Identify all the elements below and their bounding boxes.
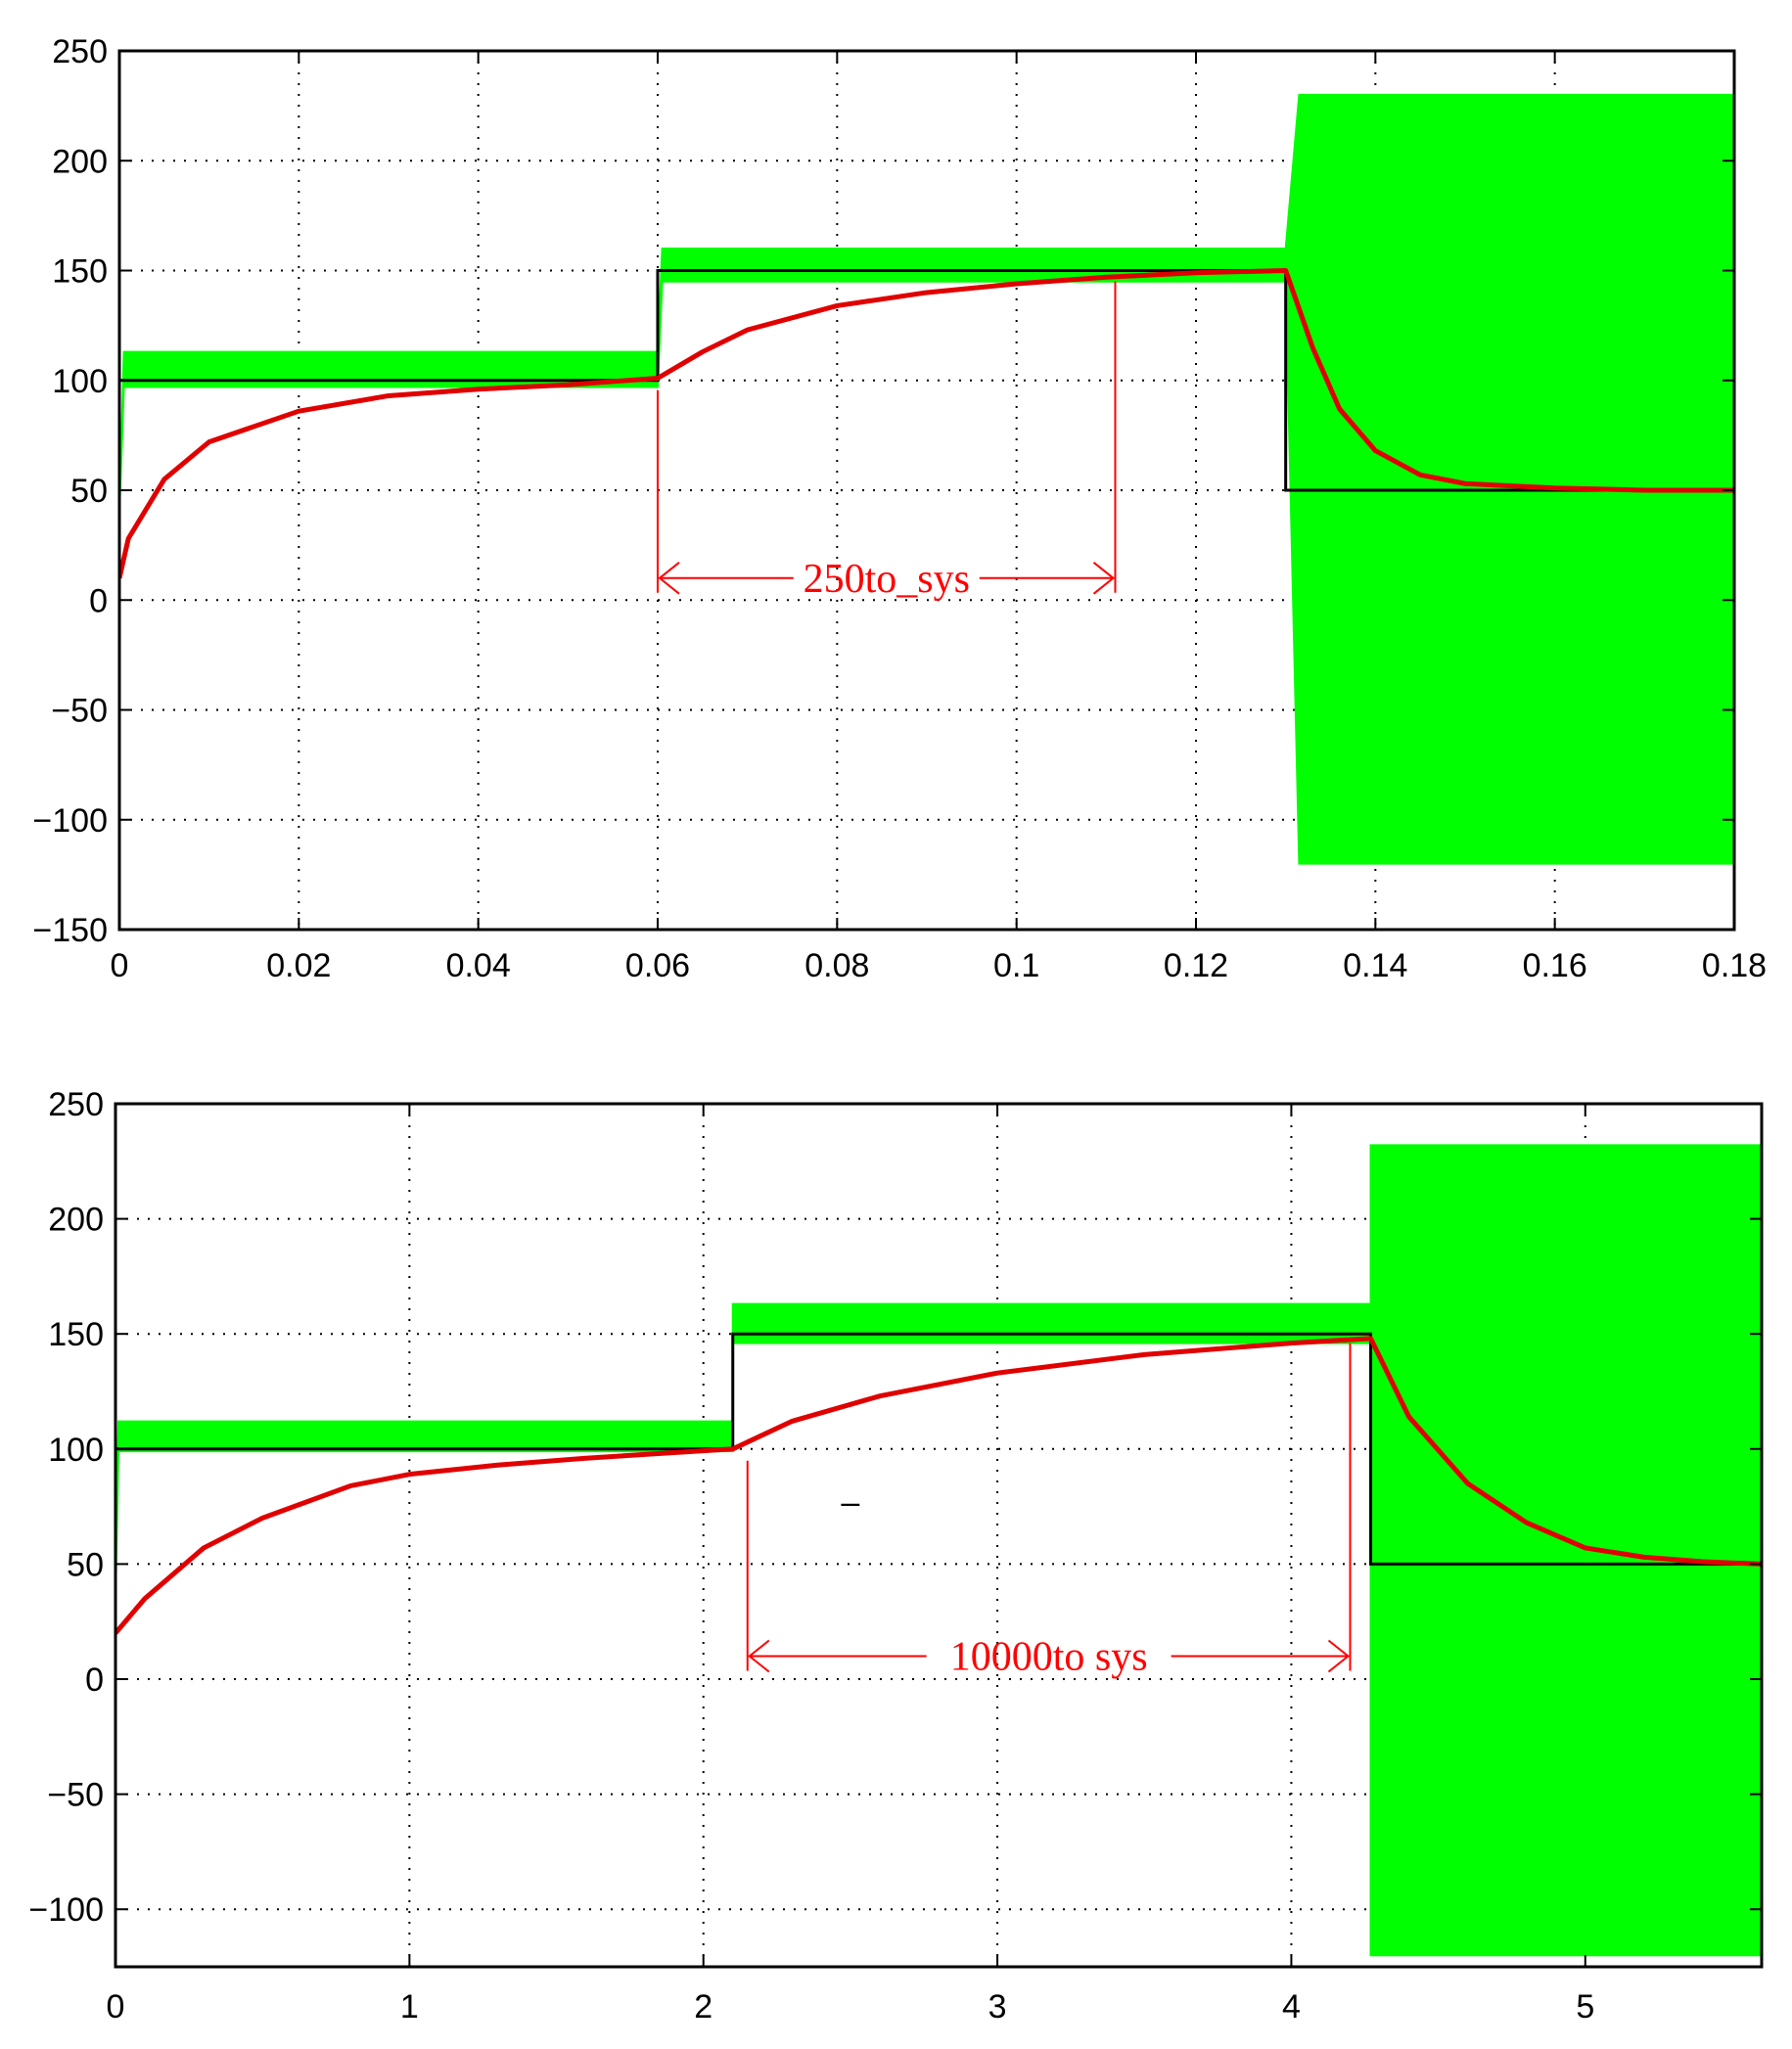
y-tick-label: 250 xyxy=(48,1086,104,1123)
x-tick-label: 4 xyxy=(1282,1988,1301,2026)
y-tick-label: 150 xyxy=(48,1316,104,1353)
x-tick-label: 0.04 xyxy=(446,947,511,984)
y-tick-label: 50 xyxy=(67,1546,104,1583)
x-tick-label: 2 xyxy=(694,1988,712,2026)
series-filtered-response xyxy=(119,268,1734,579)
series-reference-step xyxy=(115,1332,1762,1566)
x-tick-label: 0.14 xyxy=(1343,947,1407,984)
x-tick-label: 0.06 xyxy=(625,947,690,984)
x-tick-label: 0.18 xyxy=(1702,947,1767,984)
y-tick-label: −50 xyxy=(47,1777,104,1814)
y-tick-label: 250 xyxy=(52,33,108,70)
y-tick-label: 150 xyxy=(52,253,108,291)
y-tick-label: −100 xyxy=(28,1891,104,1929)
series-reference-step xyxy=(119,269,1734,492)
y-tick-label: 100 xyxy=(48,1432,104,1469)
y-tick-label: 200 xyxy=(48,1202,104,1239)
x-tick-label: 3 xyxy=(988,1988,1007,2026)
arrowhead-left xyxy=(658,562,680,595)
tick-labels: 0 0.02 0.04 0.06 0.08 0.1 0.12 0.14 0.16 0.182502… xyxy=(32,33,1767,984)
x-tick-label: 1 xyxy=(400,1988,419,2026)
y-tick-label: 200 xyxy=(52,143,108,180)
x-tick-label: 0 xyxy=(111,947,129,984)
y-tick-label: 100 xyxy=(52,363,108,400)
x-tick-label: 0.08 xyxy=(804,947,869,984)
annotation-group: 250to_sys xyxy=(657,281,1117,602)
y-tick-label: 50 xyxy=(70,473,108,510)
plot-content xyxy=(119,51,1734,930)
arrowhead-right xyxy=(1327,1639,1351,1673)
y-tick-label: 0 xyxy=(85,1662,104,1699)
axes-box xyxy=(114,1102,1764,1969)
x-tick-label: 0 xyxy=(107,1988,125,2026)
y-tick-label: 0 xyxy=(89,582,108,619)
series-filtered-response xyxy=(115,1336,1762,1635)
x-tick-label: 5 xyxy=(1576,1988,1594,2026)
x-tick-label: 0.16 xyxy=(1523,947,1587,984)
annotation-label: 10000to sys xyxy=(950,1634,1148,1679)
tick-labels: 0 1 2 3 4 5 250 200 150 100 50 0 −50 −100 xyxy=(28,1086,1762,2026)
x-tick-label: 0.12 xyxy=(1164,947,1228,984)
annotation-group: 10000to sys – xyxy=(746,1343,1352,1679)
chart-1: 250to_sys 0 0.02 0.04 0.06 0.08 0.1 0.12 0.14 0.1… xyxy=(32,33,1767,984)
annotation-label: 250to_sys xyxy=(804,557,970,602)
y-tick-label: −50 xyxy=(51,693,108,730)
y-tick-label: −150 xyxy=(32,912,108,949)
y-tick-label: −100 xyxy=(32,802,108,840)
arrowhead-right xyxy=(1092,562,1116,595)
arrowhead-left xyxy=(748,1639,770,1673)
x-tick-label: 0.1 xyxy=(993,947,1039,984)
annotation-mark: – xyxy=(841,1484,859,1522)
chart-2: 10000to sys – 0 1 2 3 4 5 250 200 150 100 50 0 −50 −100 xyxy=(28,1086,1764,2026)
plot-content xyxy=(115,1104,1762,1967)
x-tick-label: 0.02 xyxy=(266,947,331,984)
